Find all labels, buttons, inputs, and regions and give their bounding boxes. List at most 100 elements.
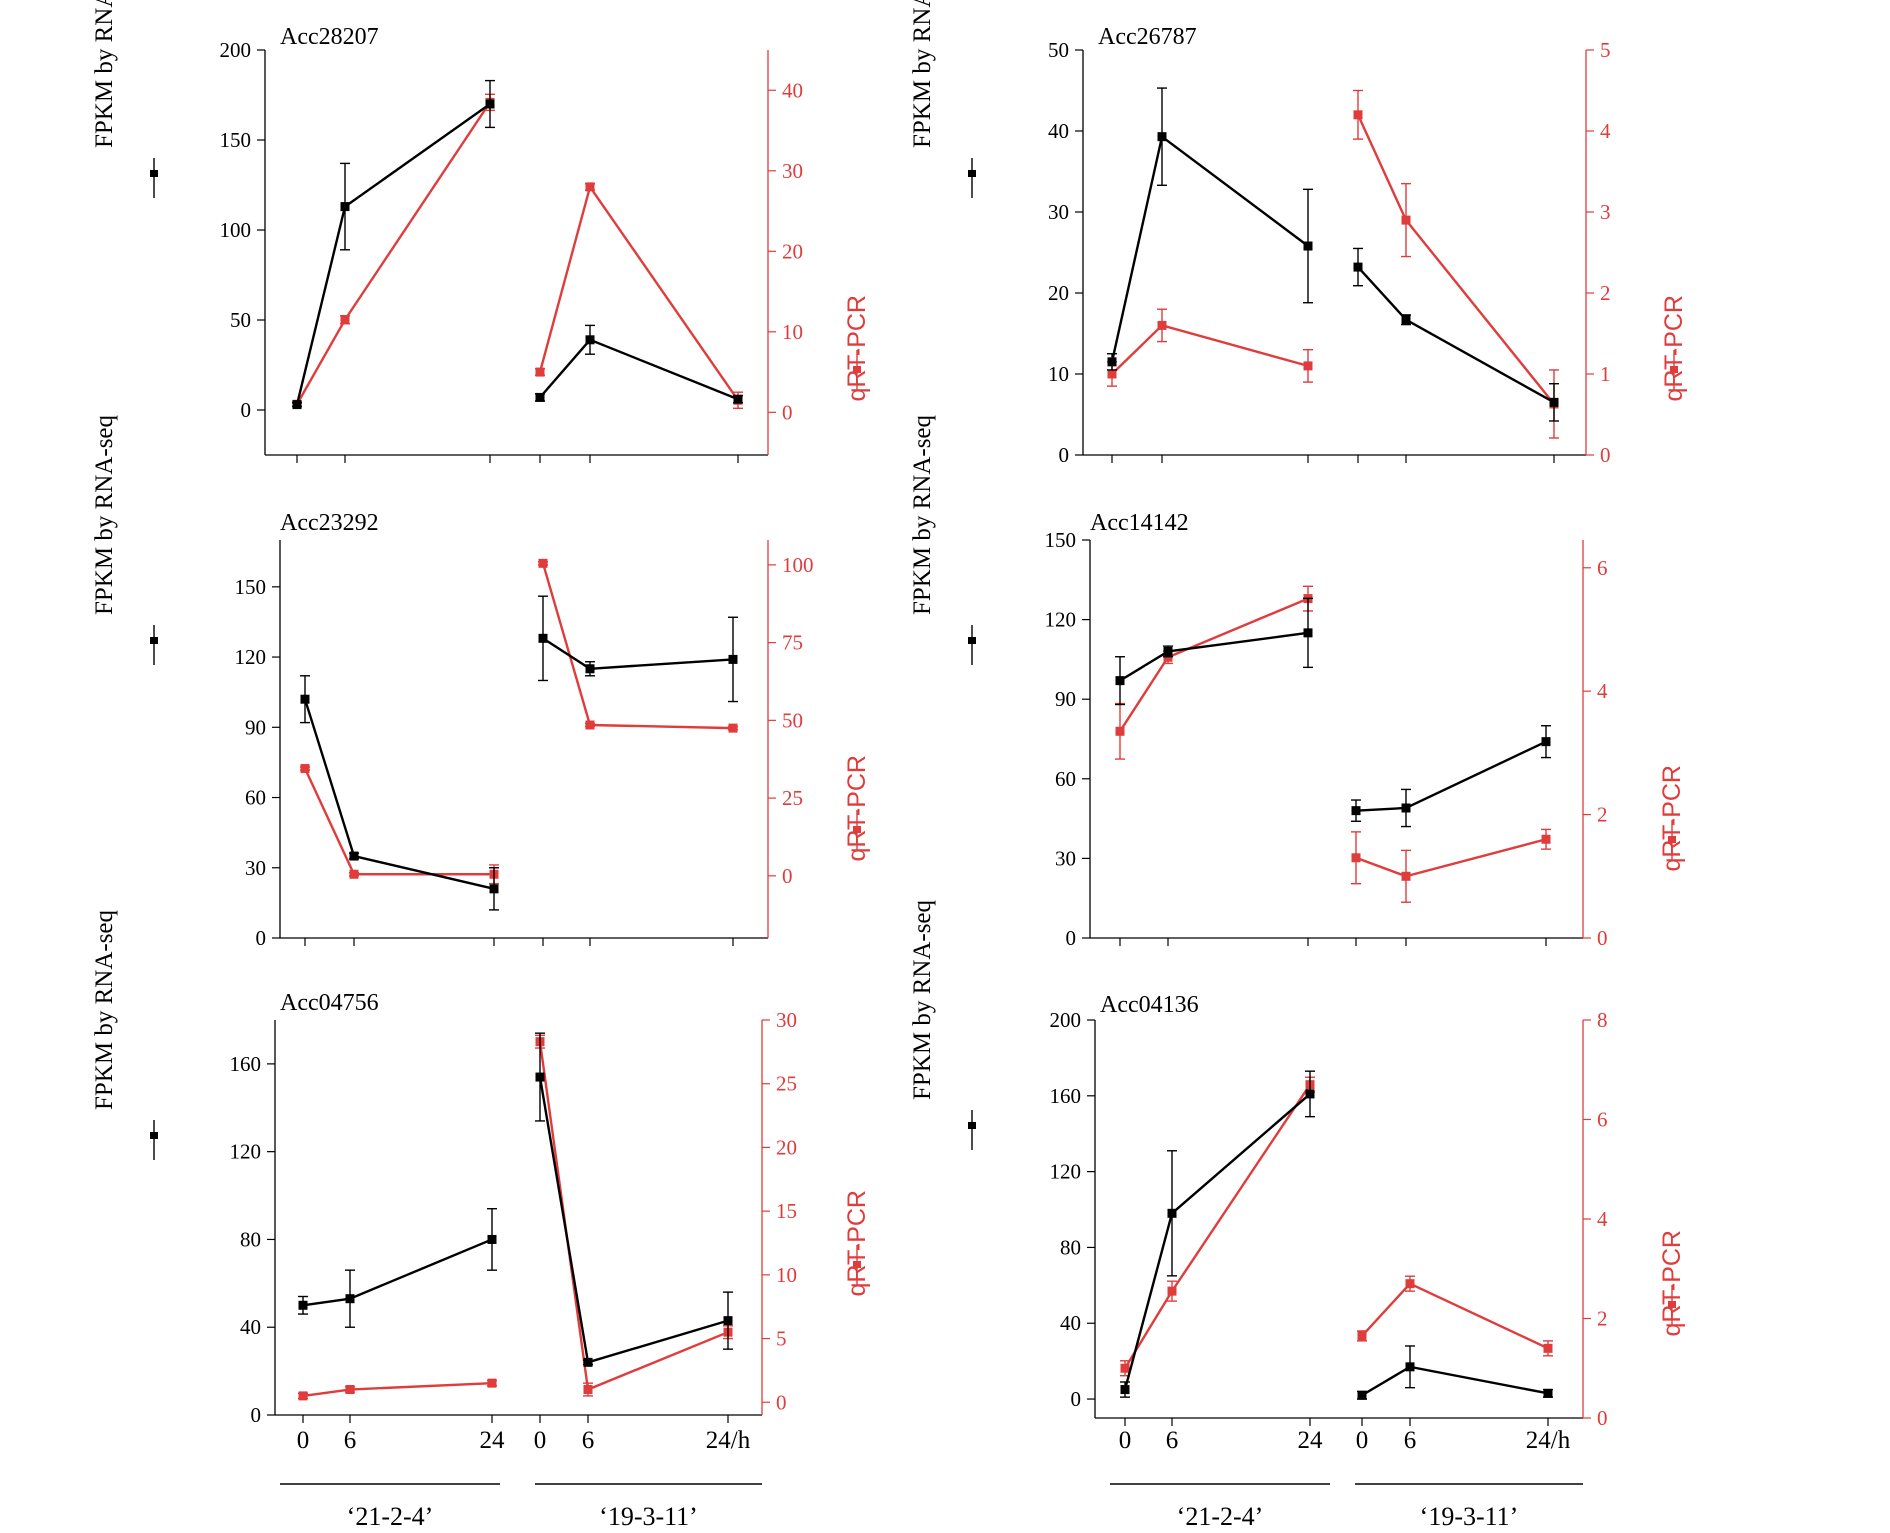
- data-point-fpkm: [1405, 1362, 1415, 1372]
- left-y-tick-label: 90: [245, 715, 266, 739]
- right-y-tick-label: 15: [776, 1199, 797, 1223]
- data-point-fpkm: [1543, 1388, 1553, 1398]
- right-y-tick-label: 2: [1597, 803, 1608, 827]
- chart-panel-1: 0 50 100 150 200 0 10 20 30 40 Acc28207 FPKM by RNA…: [91, 0, 871, 463]
- right-y-tick-label: 5: [1600, 38, 1611, 62]
- series-line-qrtpcr: [1356, 114, 1555, 405]
- data-point-fpkm: [349, 851, 359, 861]
- data-point-fpkm: [1157, 132, 1167, 142]
- data-point-qrtpcr: [583, 1385, 593, 1395]
- series-line-fpkm: [1357, 266, 1555, 404]
- data-point-fpkm: [300, 694, 310, 704]
- x-tick-label: 6: [344, 1427, 357, 1454]
- series-line-fpkm: [538, 1076, 729, 1364]
- left-y-tick-label: 0: [1059, 443, 1070, 467]
- right-y-tick-label: 10: [782, 320, 803, 344]
- chart-panel-3: 0 30 60 90 120 150 0 25 50 75 100 Acc23292 FPKM by R…: [91, 414, 871, 950]
- right-y-tick-label: 0: [1600, 443, 1611, 467]
- legend-marker-fpkm: [968, 1122, 976, 1129]
- right-y-axis-label-group: qRT-PCR: [1658, 765, 1686, 872]
- data-point-qrtpcr: [1401, 215, 1411, 225]
- left-y-tick-label: 0: [1071, 1387, 1082, 1411]
- legend-marker-qrtpcr: [853, 826, 861, 833]
- x-tick-label: 0: [297, 1427, 310, 1454]
- left-y-tick-label: 20: [1048, 281, 1069, 305]
- group-label-21-2-4: ‘21-2-4’: [1177, 1502, 1264, 1531]
- data-point-qrtpcr: [585, 720, 595, 730]
- left-y-tick-label: 60: [245, 786, 266, 810]
- data-point-fpkm: [1305, 1089, 1315, 1099]
- data-point-fpkm: [292, 400, 302, 410]
- series-line-fpkm: [1123, 1093, 1311, 1390]
- legend-marker-qrtpcr: [1670, 366, 1678, 373]
- x-tick-label: 0: [534, 1427, 547, 1454]
- left-y-tick-label: 0: [251, 1403, 262, 1427]
- data-point-qrtpcr: [535, 367, 545, 377]
- left-y-tick-label: 30: [1055, 846, 1076, 870]
- group-label-19-3-11: ‘19-3-11’: [1420, 1502, 1519, 1531]
- left-y-tick-label: 50: [1048, 38, 1069, 62]
- x-tick-label: 24: [1298, 1427, 1324, 1454]
- legend-marker-fpkm: [150, 1132, 158, 1139]
- right-y-tick-label: 4: [1597, 679, 1608, 703]
- right-y-tick-label: 2: [1597, 1307, 1608, 1331]
- right-y-axis-label-group: qRT-PCR: [843, 295, 871, 402]
- legend-marker-fpkm: [150, 637, 158, 644]
- data-point-fpkm: [1351, 806, 1361, 816]
- series-line-fpkm: [1361, 1365, 1549, 1397]
- data-point-fpkm: [1163, 646, 1173, 656]
- left-y-tick-label: 40: [1060, 1311, 1081, 1335]
- right-y-axis-label-group: qRT-PCR: [1660, 295, 1688, 402]
- left-y-tick-label: 120: [1045, 608, 1077, 632]
- data-point-fpkm: [1167, 1208, 1177, 1218]
- data-point-fpkm: [487, 1234, 497, 1244]
- left-y-axis-label-group: FPKM by RNA-seq: [909, 899, 976, 1150]
- chart-title: Acc28207: [280, 24, 379, 50]
- left-y-tick-label: 120: [230, 1140, 262, 1164]
- right-y-tick-label: 5: [776, 1327, 787, 1351]
- left-y-tick-label: 200: [220, 38, 252, 62]
- series-line-qrtpcr: [1111, 324, 1309, 375]
- right-y-axis-label-group: qRT-PCR: [843, 1190, 871, 1297]
- data-point-qrtpcr: [1303, 361, 1313, 371]
- chart-title: Acc04136: [1100, 992, 1199, 1018]
- left-y-axis-label-group: FPKM by RNA-seq: [909, 414, 976, 665]
- data-point-qrtpcr: [300, 764, 310, 774]
- data-point-fpkm: [728, 654, 738, 664]
- legend-marker-qrtpcr: [853, 366, 861, 373]
- data-point-qrtpcr: [1120, 1363, 1130, 1373]
- data-point-fpkm: [535, 1072, 545, 1082]
- x-tick-label: 24: [480, 1427, 506, 1454]
- series-line-qrtpcr: [1118, 597, 1309, 732]
- left-y-tick-label: 160: [1050, 1084, 1082, 1108]
- left-y-tick-label: 0: [1066, 926, 1077, 950]
- right-y-axis-label-group: qRT-PCR: [843, 755, 871, 862]
- group-label-21-2-4: ‘21-2-4’: [347, 1502, 434, 1531]
- series-line-qrtpcr: [538, 1041, 729, 1392]
- left-y-tick-label: 90: [1055, 687, 1076, 711]
- series-line-qrtpcr: [295, 101, 491, 405]
- right-y-tick-label: 8: [1597, 1008, 1608, 1032]
- right-y-tick-label: 3: [1600, 200, 1611, 224]
- right-y-tick-label: 25: [782, 786, 803, 810]
- data-point-fpkm: [1357, 1390, 1367, 1400]
- right-y-tick-label: 0: [782, 864, 793, 888]
- data-point-qrtpcr: [585, 182, 595, 192]
- right-y-tick-label: 0: [782, 400, 793, 424]
- left-y-tick-label: 150: [235, 575, 267, 599]
- data-point-qrtpcr: [1115, 726, 1125, 736]
- series-line-fpkm: [1119, 631, 1309, 682]
- group-label-19-3-11: ‘19-3-11’: [599, 1502, 698, 1531]
- legend-marker-fpkm: [150, 170, 158, 177]
- left-y-tick-label: 60: [1055, 767, 1076, 791]
- data-point-fpkm: [1303, 628, 1313, 638]
- right-y-tick-label: 75: [782, 631, 803, 655]
- left-y-axis-label: FPKM by RNA-seq: [909, 414, 936, 615]
- left-y-tick-label: 80: [240, 1227, 261, 1251]
- left-y-tick-label: 150: [1045, 528, 1077, 552]
- right-y-tick-label: 100: [782, 553, 814, 577]
- right-y-tick-label: 4: [1597, 1207, 1608, 1231]
- data-point-fpkm: [538, 633, 548, 643]
